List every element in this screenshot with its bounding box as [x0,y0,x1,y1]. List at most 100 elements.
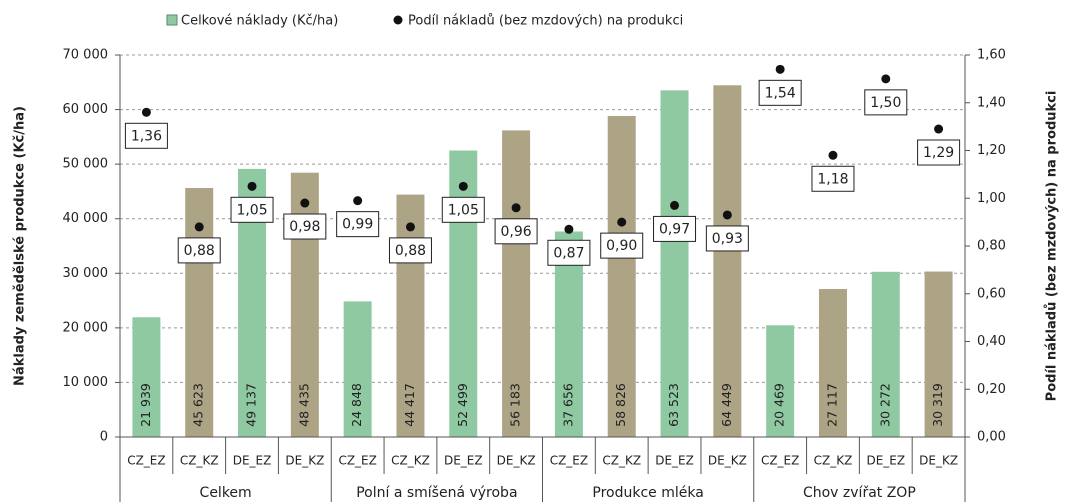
bar [343,301,372,437]
y-tick-label: 50 000 [63,157,109,172]
y2-tick-label: 1,00 [977,191,1006,206]
dot [775,64,785,74]
y2-tick-label: 1,40 [977,95,1006,110]
dot-label-box [388,237,432,264]
x-tick-label: CZ_KZ [391,454,430,468]
dot [194,222,204,232]
dot [881,74,891,84]
dot [722,210,732,220]
dot-label-box [811,165,855,192]
dot-value-label: 0,87 [553,245,584,261]
dot [934,124,944,134]
bar [502,130,531,437]
dot-value-label: 0,97 [659,221,690,237]
y2-tick-label: 0,20 [977,382,1006,397]
y2-tick-label: 0,00 [977,430,1006,445]
y2-axis-title: Podíl nákladů (bez mzdových) na produkci [1045,91,1060,402]
bar-value-label: 30 272 [877,383,892,427]
bar [924,271,953,437]
y-tick-label: 30 000 [63,266,109,281]
bar [713,85,742,437]
bar-value-label: 21 939 [138,383,153,427]
x-tick-label: DE_EZ [444,454,483,468]
x-tick-label: DE_KZ [708,454,747,468]
x-tick-label: DE_KZ [285,454,324,468]
bar [396,194,425,437]
dot-label-box [705,225,749,252]
bar-value-label: 48 435 [296,383,311,427]
dot-value-label: 0,98 [289,219,320,235]
dot-label-box [177,237,221,264]
bar [818,289,847,437]
legend-swatch [166,14,178,26]
dot-label-box [124,122,168,149]
dot-label-box [336,211,380,238]
dot-value-label: 1,05 [236,202,267,218]
x-tick-label: CZ_KZ [814,454,853,468]
x-tick-label: DE_EZ [655,454,694,468]
x-tick-label: DE_EZ [233,454,272,468]
bar-value-label: 63 523 [666,383,681,427]
dot-value-label: 1,18 [817,171,848,187]
y2-tick-label: 0,60 [977,286,1006,301]
y2-tick-label: 1,20 [977,143,1006,158]
dot-label-box [283,213,327,240]
y-axis-title: Náklady zemědělské produkce (Kč/ha) [13,106,28,386]
bar-value-label: 56 183 [508,383,523,427]
group-label: Celkem [200,485,252,501]
bar-value-label: 45 623 [191,383,206,427]
dot-label-box [653,215,697,242]
dot-value-label: 1,54 [765,85,796,101]
dot-value-label: 0,90 [606,238,637,254]
bar-value-label: 49 137 [244,383,259,427]
bar-value-label: 20 469 [772,383,787,427]
legend-label: Celkové náklady (Kč/ha) [181,14,338,29]
y-tick-label: 40 000 [63,211,109,226]
dot-value-label: 0,88 [184,243,215,259]
y-tick-label: 70 000 [63,48,109,63]
dot-label-box [917,139,961,166]
dot-value-label: 0,96 [501,224,532,240]
dot-label-box [864,89,908,116]
dot [564,224,574,234]
bar [871,271,900,437]
dot [405,222,415,232]
x-tick-label: CZ_EZ [550,454,588,468]
y-tick-label: 60 000 [63,102,109,117]
dot [511,203,521,213]
bar [766,325,795,437]
dot [353,196,363,206]
dot-value-label: 0,99 [342,217,373,233]
dot [141,107,151,117]
dot [247,181,257,191]
legend-label: Podíl nákladů (bez mzdových) na produkci [408,14,683,29]
dot [617,217,627,227]
bar-value-label: 37 656 [560,383,575,427]
bar-value-label: 27 117 [824,383,839,427]
bar [132,317,161,437]
dot-value-label: 0,93 [712,231,743,247]
dot-label-box [758,79,802,106]
y-tick-label: 0 [100,430,108,445]
dot-label-box [494,218,538,245]
bar-value-label: 44 417 [402,383,417,427]
x-tick-label: CZ_KZ [180,454,219,468]
group-label: Produkce mléka [592,485,703,501]
x-tick-label: DE_KZ [497,454,536,468]
group-label: Chov zvířat ZOP [803,485,916,501]
x-tick-label: CZ_EZ [761,454,799,468]
dot-label-box [441,196,485,223]
dot-value-label: 1,29 [923,145,954,161]
x-tick-label: DE_EZ [866,454,905,468]
bar-value-label: 52 499 [455,383,470,427]
dot-label-box [230,196,274,223]
dot [828,150,838,160]
dot [670,200,680,210]
bar [660,90,689,437]
bar-value-label: 64 449 [719,383,734,427]
dot-value-label: 0,88 [395,243,426,259]
group-label: Polní a smíšená výroba [356,485,517,501]
y-tick-label: 10 000 [63,375,109,390]
x-tick-label: CZ_EZ [127,454,165,468]
